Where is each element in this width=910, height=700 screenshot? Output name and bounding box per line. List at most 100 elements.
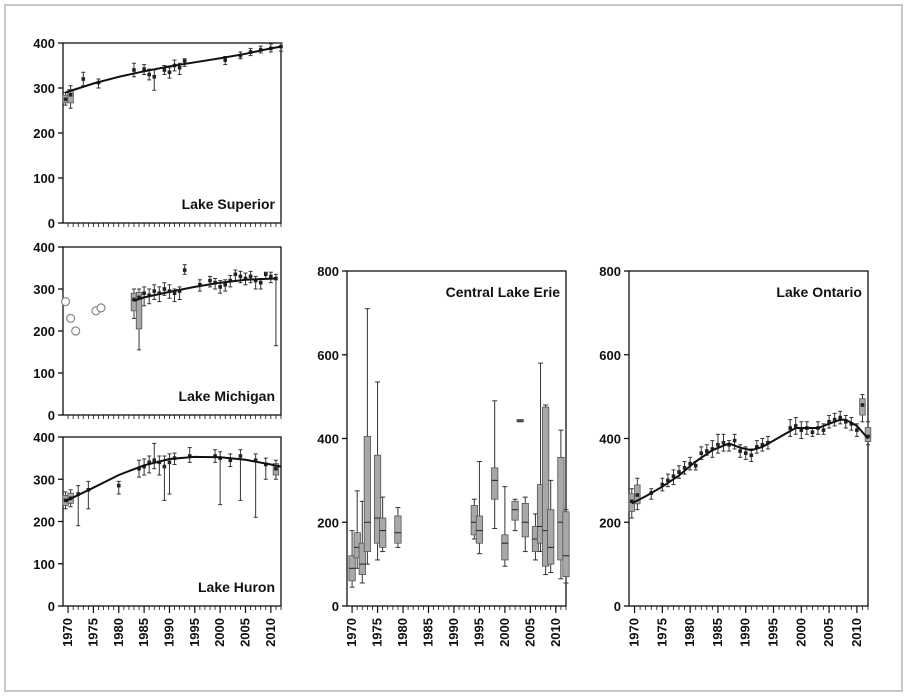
data-point <box>228 458 233 463</box>
y-tick-label: 100 <box>33 557 55 572</box>
data-point <box>198 283 202 287</box>
y-tick-label: 200 <box>599 515 621 530</box>
data-point <box>177 65 182 70</box>
trend-line <box>133 277 276 302</box>
data-point <box>660 482 665 487</box>
data-point <box>843 419 848 424</box>
data-point <box>182 59 187 63</box>
data-point <box>162 68 167 72</box>
data-point <box>749 453 754 458</box>
trend-line <box>65 45 282 94</box>
data-point <box>142 464 146 469</box>
y-tick-label: 0 <box>614 599 621 614</box>
x-tick-label: 1970 <box>60 618 75 647</box>
data-point <box>274 466 278 471</box>
data-point <box>248 274 253 279</box>
data-point <box>162 464 167 469</box>
data-point <box>223 283 228 287</box>
data-box <box>859 398 866 416</box>
open-circle-point <box>60 297 71 307</box>
plot-frame <box>346 270 567 607</box>
data-point <box>793 424 798 428</box>
panel-erie: 0 200 400 600 800 1970 1975 1980 1985 1990 1995 200… <box>317 264 570 647</box>
data-point <box>187 454 192 458</box>
open-circle-point <box>71 326 81 336</box>
y-tick-label: 400 <box>33 240 55 255</box>
box-body <box>373 454 382 544</box>
y-tick-label: 300 <box>33 472 55 487</box>
data-point <box>629 499 634 504</box>
data-point <box>147 460 151 465</box>
data-point <box>743 451 748 455</box>
data-point <box>162 287 167 291</box>
data-point <box>799 428 804 432</box>
x-tick-label: 1980 <box>111 618 126 647</box>
x-tick-label: 1985 <box>420 618 435 647</box>
y-tick-label: 800 <box>599 264 621 279</box>
data-point <box>760 442 765 447</box>
data-point <box>172 291 177 295</box>
data-box <box>135 291 143 330</box>
data-point <box>827 419 831 424</box>
x-tick-label: 1980 <box>395 618 410 647</box>
y-tick-label: 400 <box>33 430 55 445</box>
box-body <box>491 467 499 500</box>
x-tick-label: 2000 <box>497 618 512 647</box>
data-point <box>821 428 826 432</box>
y-tick-label: 100 <box>33 171 55 186</box>
box-body <box>379 517 387 548</box>
data-point <box>238 274 243 279</box>
data-point <box>860 403 865 407</box>
data-point <box>177 289 182 293</box>
y-tick-label: 0 <box>48 216 55 231</box>
y-tick-label: 600 <box>317 348 339 363</box>
data-point <box>832 417 837 422</box>
data-point <box>838 415 843 420</box>
figure-frame <box>4 4 903 692</box>
panel-title: Lake Ontario <box>776 284 862 300</box>
y-tick-label: 300 <box>33 282 55 297</box>
trend-line <box>65 455 282 503</box>
data-point <box>263 272 268 277</box>
y-tick-label: 0 <box>332 599 339 614</box>
data-point <box>269 274 273 279</box>
box-body <box>501 534 509 561</box>
panel-superior: 0 100 200 300 400 Lake Superior <box>33 36 283 231</box>
data-point <box>182 268 187 272</box>
x-tick-label: 1980 <box>682 618 697 647</box>
y-tick-label: 800 <box>317 264 339 279</box>
trend-line <box>631 418 869 505</box>
data-point <box>68 92 73 97</box>
y-tick-label: 400 <box>599 432 621 447</box>
data-point <box>132 68 136 72</box>
data-point <box>788 426 792 430</box>
data-point <box>223 58 228 62</box>
data-point <box>732 438 737 443</box>
x-tick-label: 1995 <box>471 618 486 647</box>
data-point <box>705 449 709 453</box>
data-point <box>81 77 86 81</box>
data-point <box>855 428 859 432</box>
data-point <box>116 483 121 488</box>
data-point <box>147 72 151 77</box>
data-box <box>864 427 872 442</box>
x-tick-label: 1975 <box>654 618 669 647</box>
x-tick-label: 1970 <box>627 618 642 647</box>
data-point <box>274 276 278 281</box>
data-point <box>738 449 742 453</box>
data-point <box>258 280 263 285</box>
data-point <box>721 440 726 445</box>
data-point <box>727 442 731 447</box>
panel-title: Lake Huron <box>198 579 275 595</box>
open-circle-point <box>96 303 106 313</box>
box-body <box>511 500 519 521</box>
x-tick-label: 1995 <box>766 618 781 647</box>
x-tick-label: 2005 <box>238 618 253 647</box>
panel-huron: 0 100 200 300 400 1970 1975 1980 1985 1990 1995 200… <box>33 430 282 647</box>
data-point <box>243 276 248 281</box>
data-point <box>132 297 136 302</box>
data-point <box>755 445 759 449</box>
panel-ontario: 0 200 400 600 800 1970 1975 1980 1985 1990 1995 200… <box>599 264 872 647</box>
data-point <box>688 461 692 466</box>
x-tick-label: 1990 <box>738 618 753 647</box>
